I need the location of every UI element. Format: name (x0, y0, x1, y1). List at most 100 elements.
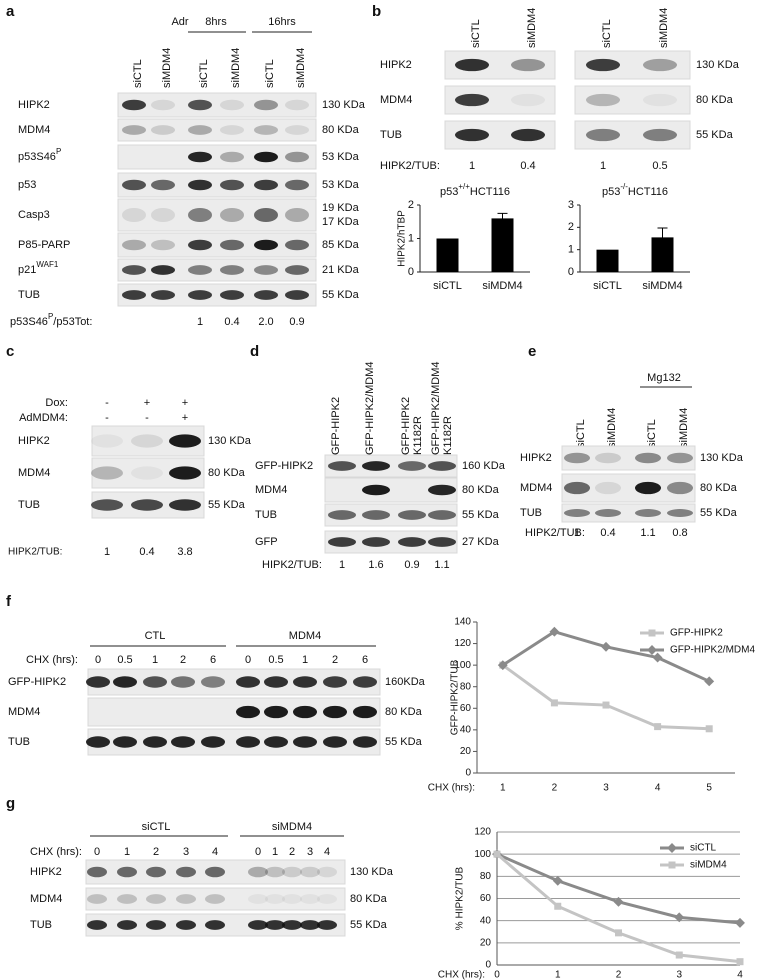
x-axis-label: CHX (hrs): (438, 970, 485, 980)
row-label: p53 (18, 179, 36, 191)
band (300, 894, 320, 904)
kda-label: 55 KDa (385, 736, 423, 748)
band (595, 509, 621, 517)
panel-label: g (6, 795, 15, 812)
band (317, 866, 337, 878)
time-label: 2 (289, 846, 295, 858)
band (511, 58, 545, 72)
band (86, 676, 110, 688)
row-label: TUB (30, 919, 52, 931)
band (362, 484, 390, 496)
ratio-value: 1 (469, 160, 475, 172)
band (248, 894, 268, 904)
label: Adr (171, 16, 188, 28)
band (264, 736, 288, 748)
band (643, 93, 677, 107)
ratio-value: 1 (104, 546, 110, 558)
band (248, 920, 268, 930)
data-point (675, 951, 683, 959)
x-tick-label: 1 (500, 783, 506, 794)
time-label: 0 (255, 846, 261, 858)
blot-strip (561, 503, 696, 523)
blot-strip (117, 144, 317, 170)
label: CTL (145, 630, 166, 642)
ratio-value: 1 (600, 160, 606, 172)
row-label: MDM4 (18, 124, 50, 136)
blot-strip (117, 92, 317, 118)
band (254, 239, 278, 251)
y-axis-label: HIPK2/hTBP (397, 210, 408, 267)
label: 8hrs (205, 16, 227, 28)
row-label: TUB (18, 289, 40, 301)
y-tick-label: 0 (408, 266, 414, 278)
band (86, 736, 110, 748)
data-point (493, 850, 501, 858)
kda-label: 160KDa (385, 676, 426, 688)
text-part: p53 (602, 186, 620, 198)
time-label: 2 (180, 654, 186, 666)
panel-label: c (6, 343, 14, 360)
legend-label: GFP-HIPK2/MDM4 (670, 645, 755, 656)
y-tick-label: 120 (474, 827, 491, 838)
band (254, 99, 278, 111)
lane-label: siCTL (646, 419, 658, 448)
band (122, 179, 146, 191)
band (188, 265, 212, 275)
bar (436, 238, 459, 272)
band (151, 179, 175, 191)
row-label: GFP-HIPK2 (255, 460, 313, 472)
band (113, 676, 137, 688)
label: 16hrs (268, 16, 296, 28)
lane-label: GFP-HIPK2/MDM4 (430, 361, 442, 455)
band (285, 151, 309, 163)
band (169, 434, 201, 448)
band (122, 207, 146, 223)
band (293, 705, 317, 719)
band (323, 705, 347, 719)
lane-label: siMDM4 (161, 48, 173, 88)
y-axis-label: GFP-HIPK2/TUB (450, 659, 461, 735)
condition-mark: + (182, 412, 188, 424)
band (122, 125, 146, 135)
ratio-value: 0.4 (520, 160, 535, 172)
band (293, 676, 317, 688)
band (91, 434, 123, 448)
band (151, 290, 175, 300)
y-tick-label: 100 (474, 849, 491, 860)
legend-label: siCTL (690, 843, 717, 854)
kda-label: 130 KDa (700, 452, 744, 464)
ratio-value: 1 (197, 316, 203, 328)
row-label: P85-PARP (18, 239, 70, 251)
band (220, 290, 244, 300)
lane-label: siCTL (575, 419, 587, 448)
ratio-value: 1 (574, 527, 580, 539)
band (188, 99, 212, 111)
data-point (704, 676, 715, 687)
legend-marker (668, 861, 676, 869)
kda-label: 130 KDa (208, 435, 252, 447)
ratio-value: 0.9 (289, 316, 304, 328)
band (236, 705, 260, 719)
band (398, 461, 426, 471)
time-label: 1 (152, 654, 158, 666)
text-part: /p53Tot: (53, 316, 92, 328)
text-part: p21 (18, 264, 36, 276)
legend-label: siMDM4 (690, 860, 727, 871)
lane-label: siMDM4 (526, 8, 538, 48)
lane-label: siMDM4 (230, 48, 242, 88)
data-point (497, 660, 508, 671)
y-tick-label: 40 (460, 724, 472, 735)
blot-strip (117, 198, 317, 232)
lane-label: K1182R (442, 416, 454, 455)
band (188, 179, 212, 191)
time-label: 2 (153, 846, 159, 858)
row-label: GFP-HIPK2 (8, 676, 66, 688)
superscript: P (48, 312, 53, 321)
label: CHX (hrs): (30, 846, 82, 858)
error-bar (657, 227, 668, 248)
band (220, 207, 244, 223)
band (265, 866, 285, 878)
lane-label: GFP-HIPK2/MDM4 (364, 361, 376, 455)
chart-title: p53-/-HCT116 (602, 182, 668, 198)
row-label: p21WAF1 (18, 260, 59, 276)
